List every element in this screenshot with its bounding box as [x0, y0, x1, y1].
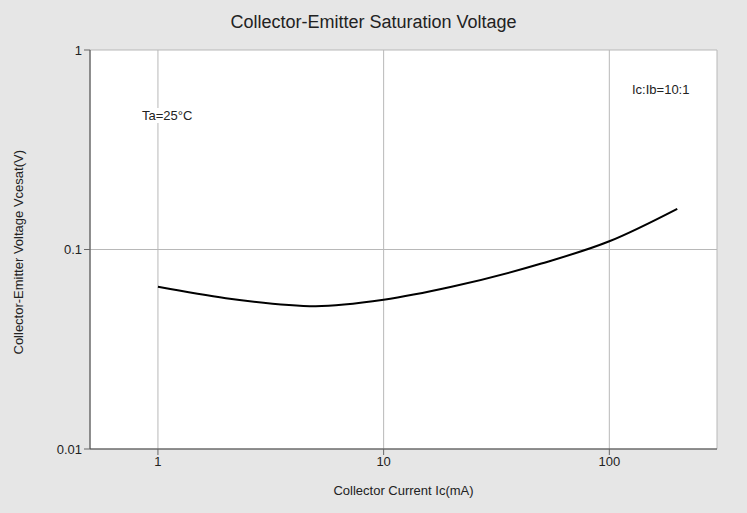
svg-text:1: 1: [75, 43, 82, 58]
svg-text:10: 10: [376, 454, 390, 469]
svg-text:Collector Current Ic(mA): Collector Current Ic(mA): [333, 483, 473, 498]
svg-text:1: 1: [154, 454, 161, 469]
svg-text:Collector-Emitter Voltage Vces: Collector-Emitter Voltage Vcesat(V): [11, 150, 26, 354]
svg-text:0.01: 0.01: [57, 442, 82, 457]
svg-text:100: 100: [598, 454, 620, 469]
html-text:Ta=25°C: Ta=25°C: [142, 108, 193, 123]
html-text:Ic:Ib=10:1: Ic:Ib=10:1: [632, 82, 690, 97]
svg-text:0.1: 0.1: [64, 242, 82, 257]
html-text:Collector-Emitter Saturation V: Collector-Emitter Saturation Voltage: [230, 12, 517, 32]
